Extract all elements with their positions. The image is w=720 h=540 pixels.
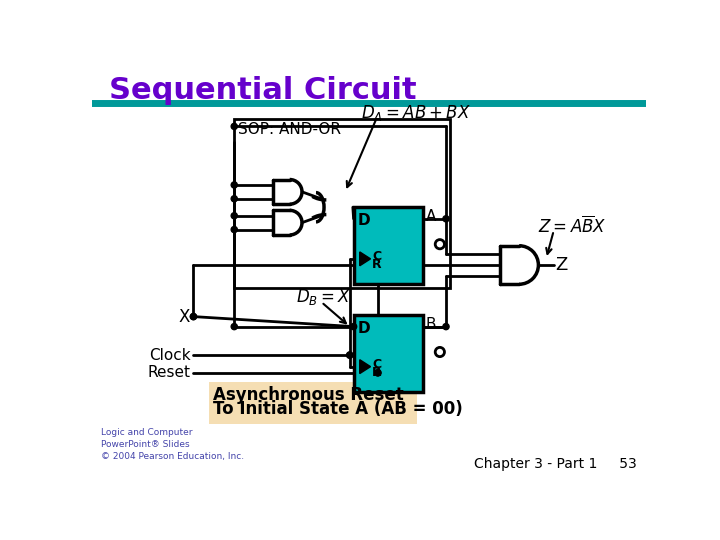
Circle shape (231, 123, 238, 130)
Text: Z: Z (555, 256, 567, 274)
Text: Reset: Reset (148, 365, 190, 380)
Circle shape (231, 213, 238, 219)
Bar (354, 315, 423, 392)
Text: R: R (372, 259, 382, 272)
Circle shape (190, 314, 197, 320)
Text: Chapter 3 - Part 1     53: Chapter 3 - Part 1 53 (474, 457, 637, 471)
Text: C: C (372, 358, 381, 371)
Circle shape (375, 370, 381, 376)
Text: To Initial State A (AB = 00): To Initial State A (AB = 00) (213, 400, 463, 418)
Circle shape (375, 370, 381, 376)
Circle shape (231, 195, 238, 202)
Text: $D_A = AB + BX$: $D_A = AB + BX$ (361, 103, 472, 123)
Text: X: X (179, 308, 190, 326)
Bar (209, 382, 417, 424)
Polygon shape (360, 252, 371, 266)
Text: B: B (426, 317, 436, 332)
Text: $Z = A\overline{B}X$: $Z = A\overline{B}X$ (539, 216, 607, 237)
Circle shape (231, 182, 238, 188)
Text: Sequential Circuit: Sequential Circuit (109, 76, 416, 105)
Circle shape (346, 352, 353, 358)
Text: Asynchronous Reset: Asynchronous Reset (213, 386, 404, 404)
Text: Logic and Computer
PowerPoint® Slides
© 2004 Pearson Education, Inc.: Logic and Computer PowerPoint® Slides © … (101, 428, 244, 461)
Bar (234, 119, 450, 288)
Circle shape (351, 323, 356, 330)
Bar (354, 207, 423, 284)
Circle shape (346, 352, 353, 358)
Text: D: D (357, 321, 370, 336)
Circle shape (443, 323, 449, 330)
Polygon shape (360, 360, 371, 374)
Circle shape (435, 347, 444, 356)
Circle shape (443, 215, 449, 222)
Text: A: A (426, 209, 436, 224)
Text: R: R (372, 366, 382, 379)
Text: Clock: Clock (149, 348, 190, 362)
Circle shape (231, 226, 238, 233)
Circle shape (190, 314, 197, 320)
Text: SOP: AND-OR: SOP: AND-OR (238, 122, 341, 137)
Text: D: D (357, 213, 370, 228)
Text: C: C (372, 250, 381, 263)
Circle shape (231, 323, 238, 330)
Circle shape (435, 240, 444, 249)
Text: $D_B = X$: $D_B = X$ (296, 287, 351, 307)
